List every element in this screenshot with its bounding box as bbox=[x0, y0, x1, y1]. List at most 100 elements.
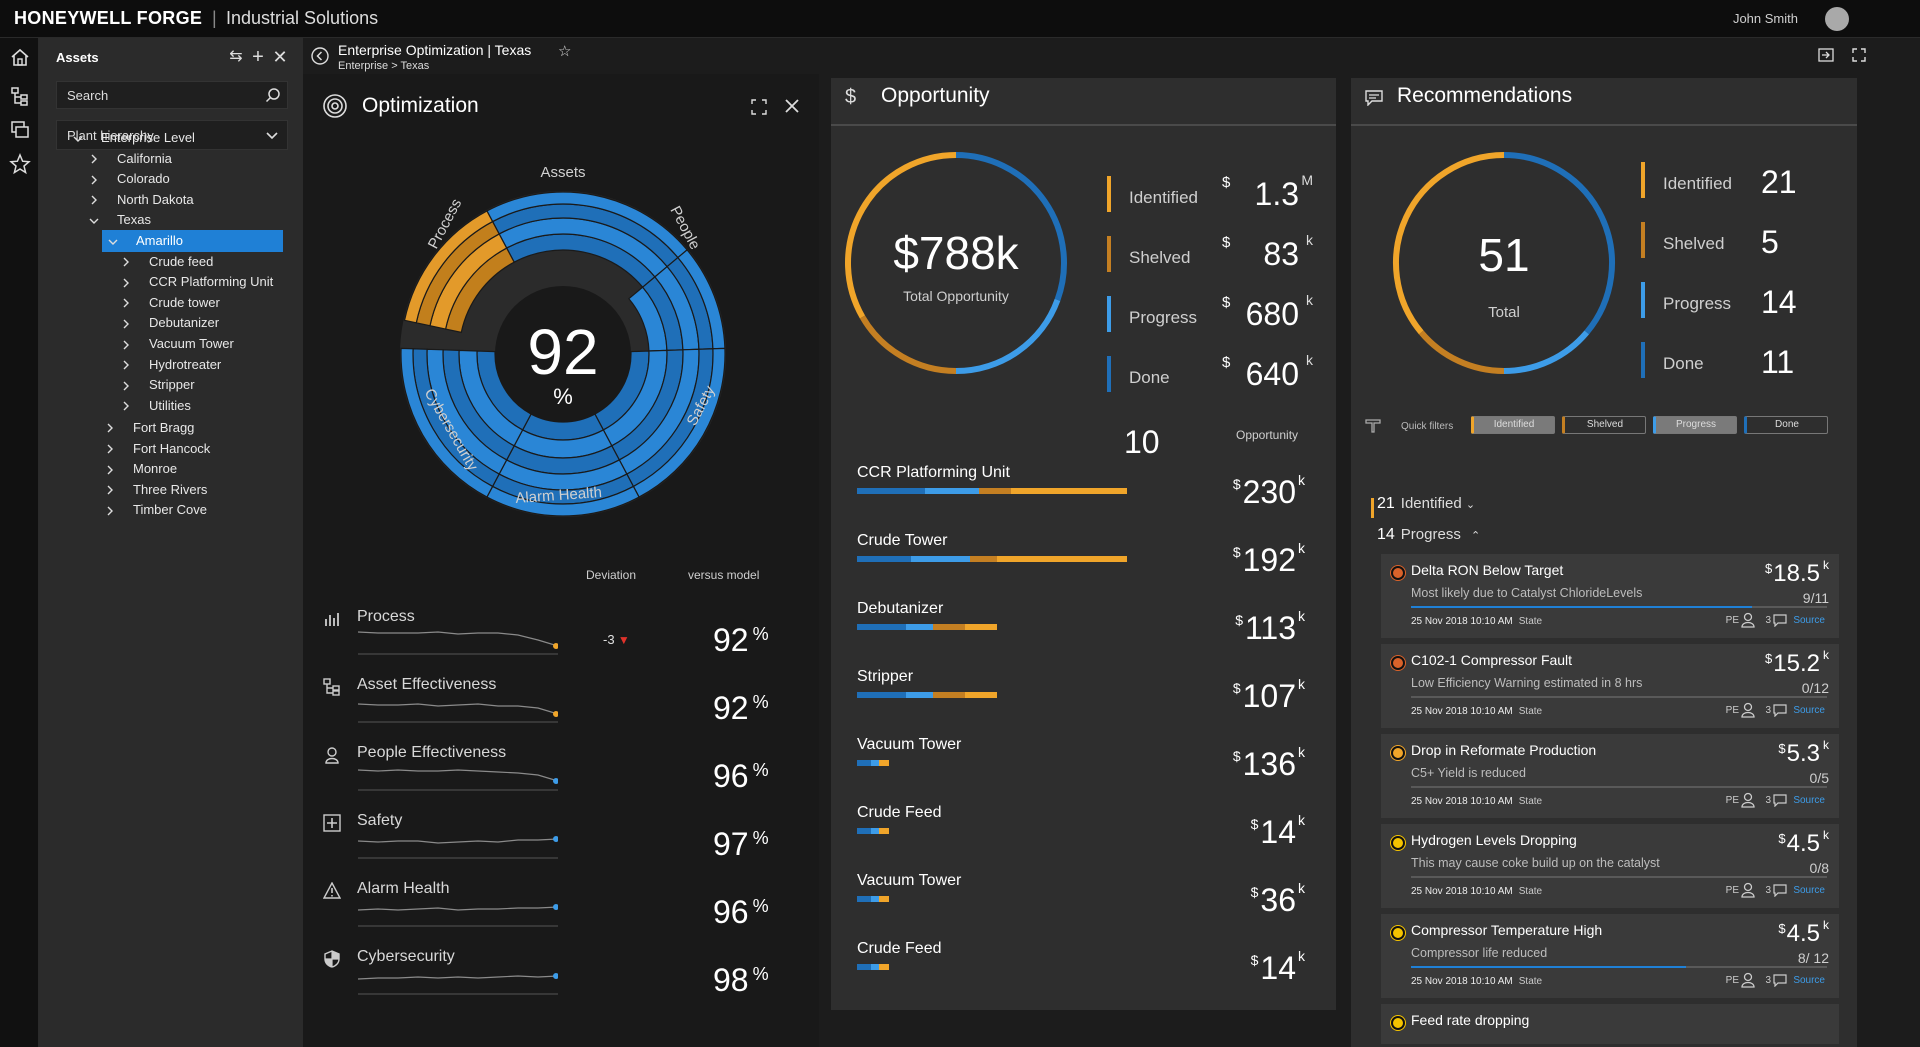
chevron-right-icon[interactable] bbox=[105, 444, 115, 454]
hierarchy-icon[interactable] bbox=[9, 85, 31, 107]
hierarchy-select[interactable]: Plant hierarchy bbox=[56, 120, 288, 150]
recommendation-stat[interactable]: Identified 21 bbox=[1641, 162, 1821, 206]
back-icon[interactable] bbox=[311, 47, 329, 65]
metric-row[interactable]: Asset Effectiveness 92% bbox=[323, 672, 803, 736]
opportunity-item[interactable]: Crude Feed $14 k bbox=[857, 804, 1317, 874]
chevron-right-icon[interactable] bbox=[121, 381, 131, 391]
opportunity-item[interactable]: Vacuum Tower $36 k bbox=[857, 872, 1317, 942]
chevron-right-icon[interactable] bbox=[121, 298, 131, 308]
tree-item[interactable]: Utilities bbox=[121, 395, 191, 417]
tree-item[interactable]: North Dakota bbox=[89, 189, 194, 211]
filter-icon[interactable] bbox=[1365, 418, 1381, 434]
chevron-right-icon[interactable] bbox=[121, 360, 131, 370]
tree-item[interactable]: Fort Bragg bbox=[105, 417, 194, 439]
chevron-right-icon[interactable] bbox=[89, 154, 99, 164]
opportunity-stat[interactable]: Shelved $83 k bbox=[1107, 232, 1327, 280]
opportunity-stat[interactable]: Identified $1.3 M bbox=[1107, 172, 1327, 220]
chevron-right-icon[interactable] bbox=[121, 257, 131, 267]
close-icon[interactable] bbox=[784, 98, 800, 114]
chevron-right-icon[interactable] bbox=[105, 506, 115, 516]
tree-item[interactable]: Fort Hancock bbox=[105, 438, 210, 460]
card-source-link[interactable]: Source bbox=[1793, 885, 1825, 896]
avatar[interactable] bbox=[1825, 7, 1849, 31]
chevron-right-icon[interactable] bbox=[105, 465, 115, 475]
chevron-down-icon[interactable] bbox=[89, 216, 99, 226]
tree-item[interactable]: Enterprise Level bbox=[73, 127, 195, 149]
card-source-link[interactable]: Source bbox=[1793, 795, 1825, 806]
group-identified[interactable]: 21 Identified ⌄ bbox=[1377, 495, 1475, 513]
chevron-right-icon[interactable] bbox=[121, 278, 131, 288]
search-icon[interactable] bbox=[265, 87, 281, 103]
card-source-link[interactable]: Source bbox=[1793, 975, 1825, 986]
chevron-right-icon[interactable] bbox=[121, 319, 131, 329]
recommendation-card[interactable]: Drop in Reformate Production C5+ Yield is… bbox=[1381, 734, 1839, 818]
opportunity-item[interactable]: CCR Platforming Unit $230 k bbox=[857, 464, 1317, 534]
recommendation-card[interactable]: Hydrogen Levels Dropping This may cause c… bbox=[1381, 824, 1839, 908]
quick-filter-chip[interactable]: Identified bbox=[1471, 416, 1555, 434]
tree-item[interactable]: Crude tower bbox=[121, 292, 220, 314]
chevron-down-icon[interactable] bbox=[73, 134, 83, 144]
windows-icon[interactable] bbox=[9, 119, 31, 141]
tree-item[interactable]: Stripper bbox=[121, 374, 195, 396]
metric-row[interactable]: Safety 97% bbox=[323, 808, 803, 872]
group-progress[interactable]: 14 Progress ⌃ bbox=[1377, 526, 1480, 544]
tree-item[interactable]: Colorado bbox=[89, 168, 170, 190]
tree-item[interactable]: Texas bbox=[89, 209, 151, 231]
recommendation-card[interactable]: Compressor Temperature High Compressor li… bbox=[1381, 914, 1839, 998]
expand-icon[interactable] bbox=[751, 99, 767, 115]
tree-item[interactable]: Timber Cove bbox=[105, 499, 207, 521]
card-source-link[interactable]: Source bbox=[1793, 705, 1825, 716]
opportunity-item[interactable]: Crude Tower $192 k bbox=[857, 532, 1317, 602]
tree-item[interactable]: Amarillo bbox=[102, 230, 283, 252]
metric-row[interactable]: Alarm Health 96% bbox=[323, 876, 803, 940]
tree-item[interactable]: California bbox=[89, 148, 172, 170]
comment-icon[interactable] bbox=[1773, 884, 1787, 897]
quick-filter-chip[interactable]: Progress bbox=[1653, 416, 1737, 434]
recommendation-card[interactable]: C102-1 Compressor Fault Low Efficiency Wa… bbox=[1381, 644, 1839, 728]
favorite-star-icon[interactable]: ☆ bbox=[558, 43, 572, 60]
recommendation-stat[interactable]: Progress 14 bbox=[1641, 282, 1821, 326]
close-icon[interactable]: ✕ bbox=[272, 47, 288, 67]
home-icon[interactable] bbox=[9, 46, 31, 68]
chevron-right-icon[interactable] bbox=[89, 175, 99, 185]
add-icon[interactable]: + bbox=[252, 46, 264, 68]
tree-item[interactable]: Vacuum Tower bbox=[121, 333, 234, 355]
opportunity-stat[interactable]: Done $640 k bbox=[1107, 352, 1327, 400]
chevron-right-icon[interactable] bbox=[105, 485, 115, 495]
comment-icon[interactable] bbox=[1773, 614, 1787, 627]
card-source-link[interactable]: Source bbox=[1793, 615, 1825, 626]
comment-icon[interactable] bbox=[1773, 704, 1787, 717]
chevron-right-icon[interactable] bbox=[121, 401, 131, 411]
opportunity-stat[interactable]: Progress $680 k bbox=[1107, 292, 1327, 340]
fullscreen-icon[interactable] bbox=[1852, 48, 1866, 62]
comment-icon[interactable] bbox=[1773, 974, 1787, 987]
tree-item[interactable]: Three Rivers bbox=[105, 479, 207, 501]
user-name[interactable]: John Smith bbox=[1732, 11, 1798, 26]
tree-item[interactable]: Hydrotreater bbox=[121, 354, 221, 376]
chevron-right-icon[interactable] bbox=[121, 340, 131, 350]
metric-row[interactable]: Cybersecurity 98% bbox=[323, 944, 803, 1008]
comment-icon[interactable] bbox=[1773, 794, 1787, 807]
chevron-right-icon[interactable] bbox=[89, 195, 99, 205]
breadcrumb[interactable]: Enterprise > Texas bbox=[338, 60, 430, 72]
chevron-down-icon[interactable] bbox=[108, 237, 118, 247]
opportunity-item[interactable]: Crude Feed $14 k bbox=[857, 940, 1317, 1010]
quick-filter-chip[interactable]: Done bbox=[1744, 416, 1828, 434]
search-input[interactable] bbox=[67, 88, 257, 103]
tree-item[interactable]: Debutanizer bbox=[121, 312, 219, 334]
opportunity-item[interactable]: Vacuum Tower $136 k bbox=[857, 736, 1317, 806]
tree-item[interactable]: Monroe bbox=[105, 458, 177, 480]
recommendation-card[interactable]: Delta RON Below Target Most likely due to… bbox=[1381, 554, 1839, 638]
recommendation-card[interactable]: Feed rate dropping bbox=[1381, 1004, 1839, 1044]
opportunity-item[interactable]: Stripper $107 k bbox=[857, 668, 1317, 738]
metric-row[interactable]: Process -3 ▼ 92% bbox=[323, 604, 803, 668]
recommendation-stat[interactable]: Done 11 bbox=[1641, 342, 1821, 386]
swap-icon[interactable]: ⇆ bbox=[229, 48, 243, 65]
quick-filter-chip[interactable]: Shelved bbox=[1562, 416, 1646, 434]
tree-item[interactable]: Crude feed bbox=[121, 251, 213, 273]
tree-item[interactable]: CCR Platforming Unit bbox=[121, 271, 273, 293]
metric-row[interactable]: People Effectiveness 96% bbox=[323, 740, 803, 804]
star-icon[interactable] bbox=[9, 153, 31, 175]
opportunity-item[interactable]: Debutanizer $113 k bbox=[857, 600, 1317, 670]
recommendation-stat[interactable]: Shelved 5 bbox=[1641, 222, 1821, 266]
